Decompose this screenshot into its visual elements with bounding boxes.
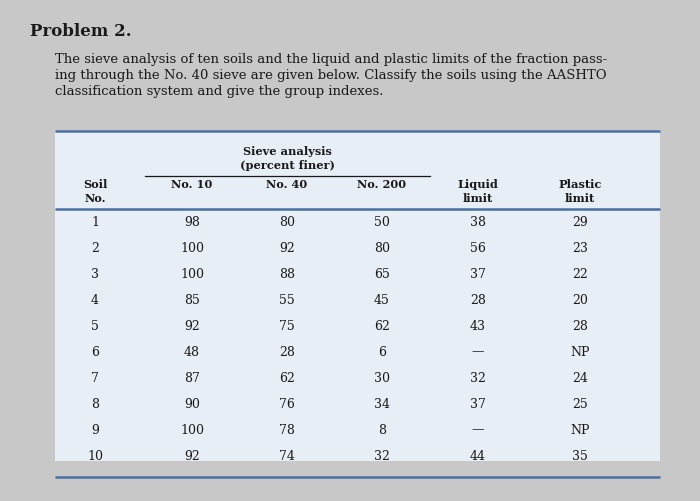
Text: 90: 90	[184, 397, 200, 410]
Text: No. 200: No. 200	[358, 179, 407, 190]
Text: 38: 38	[470, 215, 486, 228]
Text: 30: 30	[374, 372, 390, 384]
Text: 75: 75	[279, 320, 295, 333]
Text: 50: 50	[374, 215, 390, 228]
Text: NP: NP	[570, 423, 589, 436]
Text: 85: 85	[184, 294, 200, 307]
Text: 22: 22	[572, 268, 588, 281]
Text: 100: 100	[180, 268, 204, 281]
Text: 37: 37	[470, 397, 486, 410]
Text: 1: 1	[91, 215, 99, 228]
Text: —: —	[472, 346, 484, 359]
Text: 5: 5	[91, 320, 99, 333]
Text: Problem 2.: Problem 2.	[30, 23, 132, 40]
Text: Liquid
limit: Liquid limit	[458, 179, 498, 204]
Text: 43: 43	[470, 320, 486, 333]
Text: 29: 29	[572, 215, 588, 228]
Text: 28: 28	[279, 346, 295, 359]
Text: No. 10: No. 10	[172, 179, 213, 190]
Text: —: —	[472, 423, 484, 436]
Text: 62: 62	[279, 372, 295, 384]
Text: 100: 100	[180, 423, 204, 436]
FancyBboxPatch shape	[55, 131, 660, 461]
Text: 55: 55	[279, 294, 295, 307]
Text: 24: 24	[572, 372, 588, 384]
Text: 4: 4	[91, 294, 99, 307]
Text: 6: 6	[378, 346, 386, 359]
Text: 9: 9	[91, 423, 99, 436]
Text: 80: 80	[374, 241, 390, 255]
Text: Plastic
limit: Plastic limit	[559, 179, 602, 204]
Text: 35: 35	[572, 449, 588, 462]
Text: 3: 3	[91, 268, 99, 281]
Text: NP: NP	[570, 346, 589, 359]
Text: 28: 28	[470, 294, 486, 307]
Text: 45: 45	[374, 294, 390, 307]
Text: Sieve analysis
(percent finer): Sieve analysis (percent finer)	[240, 146, 335, 171]
Text: 7: 7	[91, 372, 99, 384]
Text: No. 40: No. 40	[267, 179, 307, 190]
Text: 74: 74	[279, 449, 295, 462]
Text: 44: 44	[470, 449, 486, 462]
Text: 25: 25	[572, 397, 588, 410]
Text: 6: 6	[91, 346, 99, 359]
Text: 32: 32	[374, 449, 390, 462]
Text: 37: 37	[470, 268, 486, 281]
Text: 92: 92	[184, 320, 200, 333]
Text: classification system and give the group indexes.: classification system and give the group…	[55, 85, 384, 98]
Text: 10: 10	[87, 449, 103, 462]
Text: The sieve analysis of ten soils and the liquid and plastic limits of the fractio: The sieve analysis of ten soils and the …	[55, 53, 608, 66]
Text: Soil
No.: Soil No.	[83, 179, 107, 204]
Text: 87: 87	[184, 372, 200, 384]
Text: 34: 34	[374, 397, 390, 410]
Text: 65: 65	[374, 268, 390, 281]
Text: 20: 20	[572, 294, 588, 307]
Text: 80: 80	[279, 215, 295, 228]
Text: 56: 56	[470, 241, 486, 255]
Text: 88: 88	[279, 268, 295, 281]
Text: 28: 28	[572, 320, 588, 333]
Text: 2: 2	[91, 241, 99, 255]
Text: ing through the No. 40 sieve are given below. Classify the soils using the AASHT: ing through the No. 40 sieve are given b…	[55, 69, 607, 82]
Text: 62: 62	[374, 320, 390, 333]
Text: 8: 8	[91, 397, 99, 410]
Text: 76: 76	[279, 397, 295, 410]
Text: 8: 8	[378, 423, 386, 436]
Text: 92: 92	[279, 241, 295, 255]
Text: 78: 78	[279, 423, 295, 436]
Text: 100: 100	[180, 241, 204, 255]
Text: 23: 23	[572, 241, 588, 255]
Text: 32: 32	[470, 372, 486, 384]
Text: 92: 92	[184, 449, 200, 462]
Text: 98: 98	[184, 215, 200, 228]
Text: 48: 48	[184, 346, 200, 359]
